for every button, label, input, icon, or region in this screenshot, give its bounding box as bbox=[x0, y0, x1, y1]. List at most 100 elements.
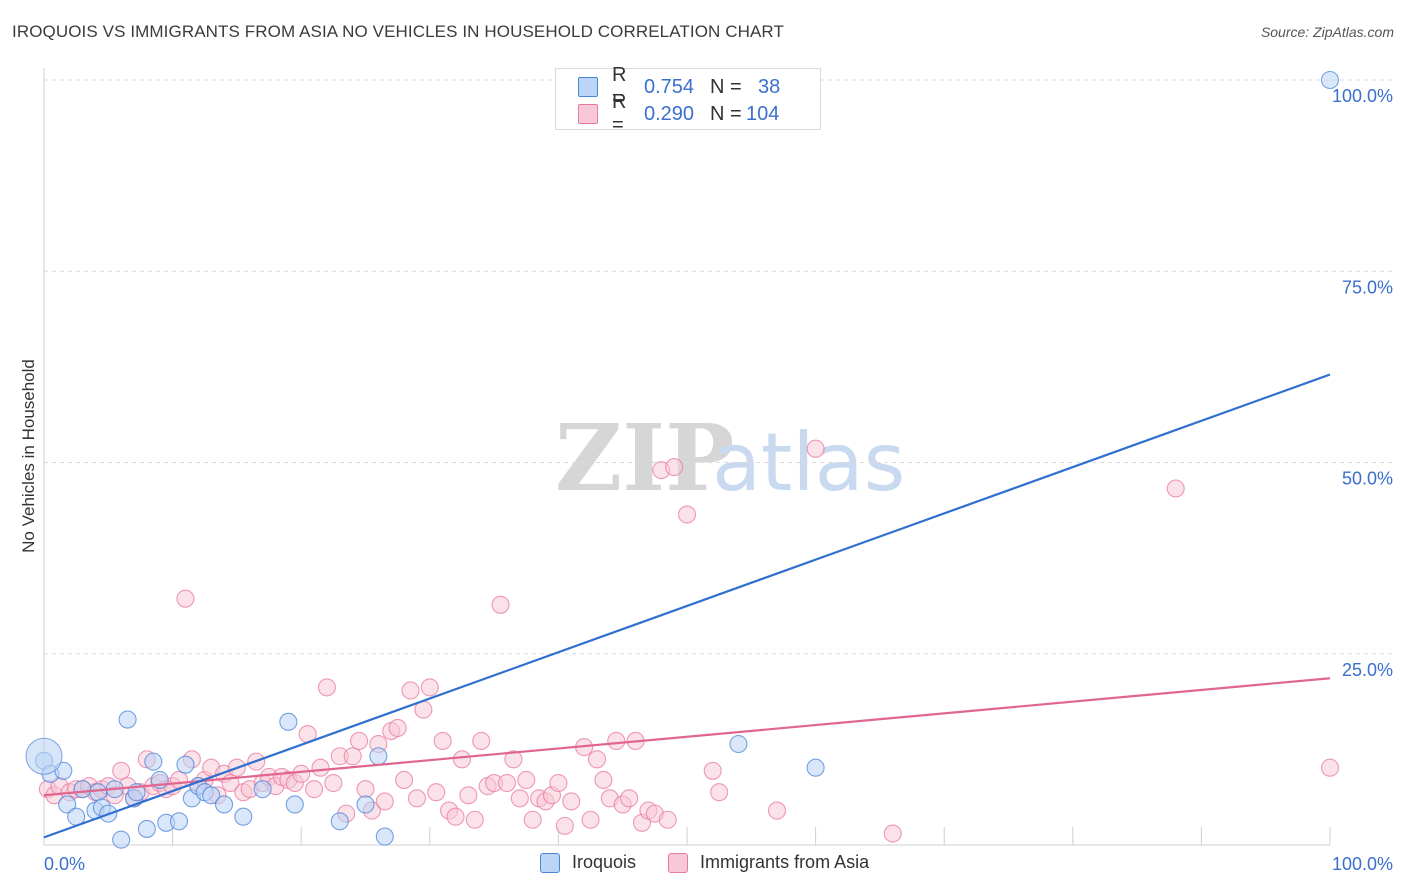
point-iroquois bbox=[73, 780, 92, 799]
point-asia bbox=[324, 773, 343, 793]
point-asia bbox=[112, 761, 131, 780]
point-asia bbox=[549, 773, 568, 793]
legend-label-iroquois: Iroquois bbox=[572, 852, 637, 872]
point-asia bbox=[401, 681, 420, 700]
point-iroquois bbox=[234, 807, 253, 826]
point-iroquois bbox=[202, 786, 221, 805]
point-asia bbox=[388, 718, 407, 738]
watermark-atlas: atlas bbox=[712, 416, 905, 509]
point-asia bbox=[317, 678, 336, 697]
trendline-asia bbox=[43, 677, 1331, 797]
point-asia bbox=[523, 810, 542, 829]
point-iroquois bbox=[176, 755, 195, 774]
legend-swatch-asia bbox=[668, 852, 689, 873]
point-asia bbox=[665, 458, 684, 477]
point-iroquois bbox=[330, 812, 349, 831]
point-iroquois bbox=[144, 752, 163, 771]
point-asia bbox=[356, 780, 375, 799]
point-asia bbox=[620, 789, 639, 808]
n-label: N = bbox=[710, 102, 742, 125]
point-iroquois bbox=[253, 780, 272, 799]
n-label: N = bbox=[710, 75, 742, 98]
point-asia bbox=[350, 731, 369, 751]
point-iroquois bbox=[375, 827, 394, 846]
point-asia bbox=[1166, 479, 1185, 498]
point-iroquois bbox=[285, 795, 304, 814]
point-asia bbox=[555, 816, 574, 835]
legend-row-iroquois: R = 0.754 N = 38 bbox=[578, 64, 781, 109]
point-asia bbox=[677, 505, 697, 524]
point-asia bbox=[658, 810, 677, 829]
point-asia bbox=[806, 439, 825, 458]
y-tick-label: 50.0% bbox=[1342, 469, 1393, 489]
r-value-iroquois: 0.754 bbox=[644, 75, 695, 98]
point-iroquois bbox=[214, 795, 234, 814]
n-value-asia: 104 bbox=[746, 102, 780, 125]
y-axis-label: No Vehicles in Household bbox=[19, 359, 38, 553]
legend-swatch-asia bbox=[578, 104, 598, 124]
y-tick-label: 25.0% bbox=[1342, 660, 1393, 680]
point-iroquois bbox=[729, 734, 748, 754]
point-asia bbox=[459, 786, 478, 805]
point-asia bbox=[710, 783, 729, 802]
trendline-iroquois bbox=[43, 373, 1331, 839]
legend-swatch-iroquois bbox=[578, 77, 598, 97]
point-iroquois bbox=[369, 747, 388, 766]
source-label: Source: ZipAtlas.com bbox=[1260, 24, 1394, 40]
point-asia bbox=[427, 783, 446, 802]
legend-swatch-iroquois bbox=[540, 852, 560, 873]
point-iroquois-large bbox=[25, 737, 63, 775]
legend-row-asia: R = 0.290 N = 104 bbox=[578, 91, 780, 136]
point-asia bbox=[375, 792, 394, 811]
point-asia bbox=[343, 747, 362, 766]
correlation-legend: R = 0.754 N = 38 R = 0.290 N = 104 bbox=[555, 64, 821, 136]
point-asia bbox=[407, 789, 426, 808]
point-asia bbox=[1320, 758, 1340, 777]
legend-item-iroquois[interactable]: Iroquois bbox=[540, 852, 636, 873]
point-asia bbox=[433, 731, 452, 751]
point-asia bbox=[587, 750, 607, 769]
point-iroquois bbox=[279, 712, 298, 731]
r-value-asia: 0.290 bbox=[644, 102, 695, 125]
point-asia bbox=[472, 731, 491, 751]
point-asia bbox=[292, 764, 311, 783]
point-asia bbox=[517, 770, 536, 790]
point-iroquois bbox=[58, 795, 77, 814]
point-asia bbox=[594, 770, 613, 790]
point-iroquois bbox=[356, 795, 375, 814]
point-asia bbox=[452, 750, 472, 769]
point-asia bbox=[510, 789, 529, 808]
point-iroquois bbox=[137, 819, 156, 838]
x-tick-label: 100.0% bbox=[1332, 854, 1393, 874]
point-asia bbox=[497, 773, 517, 793]
point-asia bbox=[311, 758, 330, 777]
x-tick-label: 0.0% bbox=[44, 854, 85, 874]
point-asia bbox=[767, 801, 787, 820]
point-asia bbox=[883, 824, 902, 843]
point-asia bbox=[395, 770, 414, 790]
n-value-iroquois: 38 bbox=[758, 75, 781, 98]
point-asia bbox=[581, 810, 600, 829]
point-asia bbox=[504, 750, 523, 769]
point-asia bbox=[703, 761, 722, 780]
point-asia bbox=[305, 780, 324, 799]
point-asia bbox=[491, 595, 510, 614]
point-iroquois bbox=[118, 710, 137, 729]
point-iroquois bbox=[806, 758, 825, 777]
point-asia bbox=[562, 792, 581, 811]
series-legend: Iroquois Immigrants from Asia bbox=[540, 852, 901, 873]
point-asia bbox=[420, 678, 439, 697]
legend-label-asia: Immigrants from Asia bbox=[700, 852, 870, 872]
point-iroquois bbox=[169, 812, 189, 831]
point-iroquois bbox=[112, 830, 131, 849]
chart-title: IROQUOIS VS IMMIGRANTS FROM ASIA NO VEHI… bbox=[12, 22, 784, 41]
point-asia bbox=[465, 810, 484, 829]
watermark-zip: ZIP bbox=[555, 404, 734, 512]
point-asia bbox=[176, 589, 195, 608]
y-tick-label: 100.0% bbox=[1332, 86, 1393, 106]
r-label: R = bbox=[612, 64, 627, 109]
legend-item-asia[interactable]: Immigrants from Asia bbox=[668, 852, 869, 873]
point-iroquois bbox=[88, 783, 108, 802]
point-asia bbox=[607, 731, 626, 751]
